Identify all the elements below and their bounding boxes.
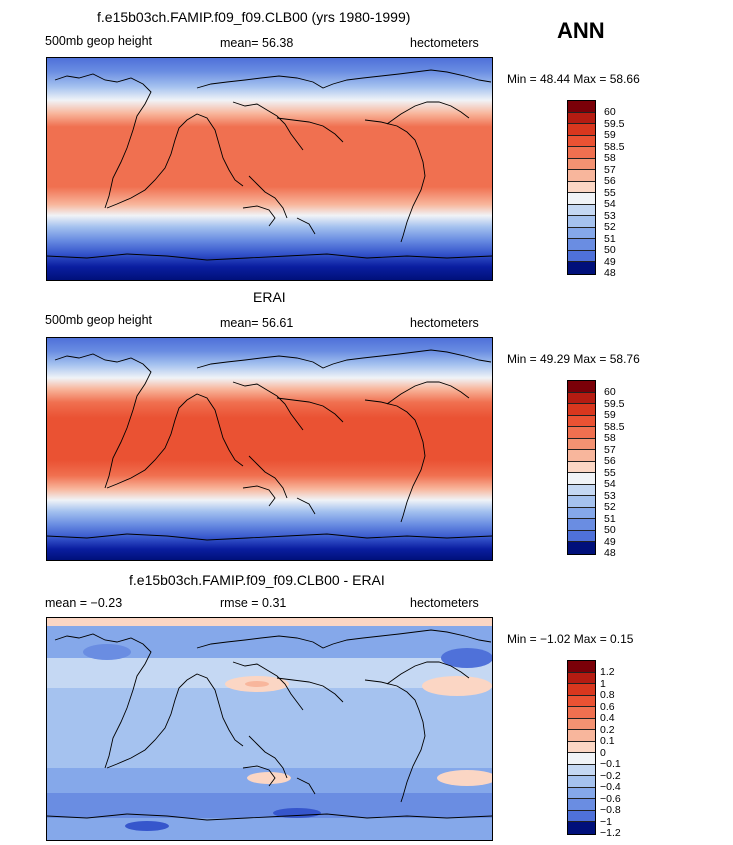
colorbar-label: 0.2 [600, 724, 615, 736]
colorbar-label: 48 [604, 547, 616, 559]
panel-title: f.e15b03ch.FAMIP.f09_f09.CLB00 (yrs 1980… [97, 9, 411, 25]
colorbar-label: 49 [604, 536, 616, 548]
colorbar-label: 56 [604, 455, 616, 467]
colorbar-label: 51 [604, 233, 616, 245]
colorbar [567, 380, 596, 555]
panel-mean: mean= 56.38 [220, 36, 294, 50]
panel-mean: mean= 56.61 [220, 316, 294, 330]
colorbar [567, 100, 596, 275]
colorbar-label: 57 [604, 444, 616, 456]
contour-map [46, 617, 493, 841]
panel-rmse: rmse = 0.31 [220, 596, 287, 610]
panel-variable: 500mb geop height [45, 313, 153, 327]
coastlines [47, 629, 492, 821]
colorbar-label: 60 [604, 386, 616, 398]
colorbar-label: 59 [604, 129, 616, 141]
panel-units: hectometers [410, 36, 479, 50]
colorbar-label: −1.2 [600, 827, 621, 839]
colorbar-label: 0 [600, 747, 606, 759]
map-svg [47, 338, 492, 560]
colorbar [567, 660, 596, 835]
colorbar-label: 57 [604, 164, 616, 176]
colorbar-label: 59 [604, 409, 616, 421]
colorbar-label: 53 [604, 210, 616, 222]
map-svg [47, 58, 492, 280]
colorbar-label: −0.4 [600, 781, 621, 793]
colorbar-label: −1 [600, 816, 612, 828]
colorbar-label: 58 [604, 432, 616, 444]
colorbar-label: 60 [604, 106, 616, 118]
season-label: ANN [557, 18, 605, 43]
panel-minmax: Min = −1.02 Max = 0.15 [507, 632, 634, 646]
colorbar-label: 0.8 [600, 689, 615, 701]
contour-map [46, 57, 493, 281]
colorbar-label: 49 [604, 256, 616, 268]
colorbar-label: 59.5 [604, 398, 625, 410]
coastlines [47, 349, 492, 541]
map-svg [47, 618, 492, 840]
colorbar-label: 55 [604, 467, 616, 479]
colorbar-label: 58.5 [604, 141, 625, 153]
panel-title: f.e15b03ch.FAMIP.f09_f09.CLB00 - ERAI [129, 572, 385, 588]
colorbar-label: 53 [604, 490, 616, 502]
colorbar-label: 59.5 [604, 118, 625, 130]
panel-minmax: Min = 48.44 Max = 58.66 [507, 72, 640, 86]
colorbar-label: −0.2 [600, 770, 621, 782]
panel-variable: 500mb geop height [45, 34, 153, 48]
colorbar-label: 51 [604, 513, 616, 525]
panel-title: ERAI [253, 289, 286, 305]
panel-mean: mean = −0.23 [45, 596, 123, 610]
colorbar-label: 58.5 [604, 421, 625, 433]
colorbar-label: 1 [600, 678, 606, 690]
colorbar-label: 0.6 [600, 701, 615, 713]
colorbar-label: 54 [604, 478, 616, 490]
colorbar-label: 56 [604, 175, 616, 187]
panel-minmax: Min = 49.29 Max = 58.76 [507, 352, 640, 366]
panel-units: hectometers [410, 596, 479, 610]
colorbar-label: 55 [604, 187, 616, 199]
coastlines [47, 69, 492, 261]
colorbar-label: 48 [604, 267, 616, 279]
colorbar-label: 1.2 [600, 666, 615, 678]
colorbar-label: 54 [604, 198, 616, 210]
contour-map [46, 337, 493, 561]
colorbar-label: −0.8 [600, 804, 621, 816]
colorbar-label: 50 [604, 524, 616, 536]
colorbar-label: 52 [604, 221, 616, 233]
colorbar-label: 0.4 [600, 712, 615, 724]
colorbar-label: 52 [604, 501, 616, 513]
colorbar-label: −0.1 [600, 758, 621, 770]
panel-units: hectometers [410, 316, 479, 330]
colorbar-label: 50 [604, 244, 616, 256]
colorbar-label: 0.1 [600, 735, 615, 747]
colorbar-label: −0.6 [600, 793, 621, 805]
colorbar-label: 58 [604, 152, 616, 164]
